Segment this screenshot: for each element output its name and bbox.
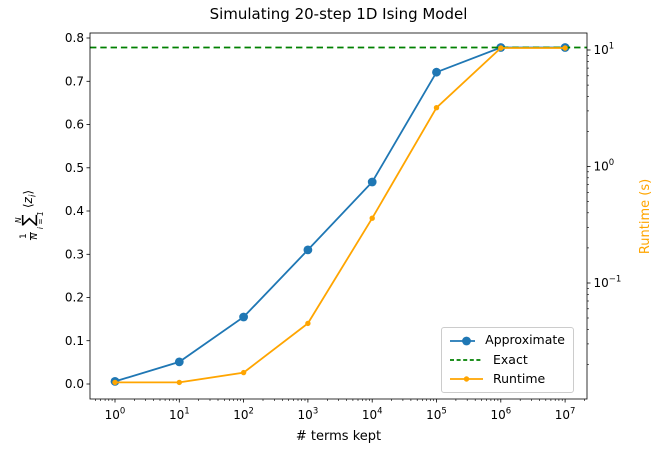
legend-label: Runtime — [493, 371, 546, 387]
svg-text:104: 104 — [362, 407, 383, 423]
legend-item-exact: Exact — [450, 351, 565, 367]
legend-item-runtime: Runtime — [450, 373, 565, 386]
legend-label: Exact — [493, 351, 528, 367]
chart-title: Simulating 20-step 1D Ising Model — [209, 5, 468, 23]
svg-text:105: 105 — [426, 407, 447, 423]
x-axis: 100 101 102 103 104 105 106 107 — [95, 399, 585, 423]
legend-sample-approximate — [450, 336, 476, 346]
legend: Approximate Exact Runtime — [441, 327, 574, 393]
svg-text:100: 100 — [594, 158, 615, 174]
svg-text:101: 101 — [169, 407, 190, 423]
svg-text:0.5: 0.5 — [65, 161, 84, 175]
legend-label: Approximate — [485, 332, 565, 348]
svg-text:0.6: 0.6 — [65, 118, 84, 132]
svg-text:107: 107 — [555, 407, 576, 423]
y-axis-right: 101 100 10−1 — [587, 42, 621, 365]
svg-text:0.3: 0.3 — [65, 248, 84, 262]
svg-text:106: 106 — [490, 407, 511, 423]
svg-text:0.7: 0.7 — [65, 75, 84, 89]
y-axis-left: 0.0 0.1 0.2 0.3 0.4 0.5 0.6 0.7 0.8 — [65, 31, 90, 391]
svg-text:10−1: 10−1 — [594, 275, 622, 291]
series-runtime — [112, 45, 568, 386]
svg-text:103: 103 — [298, 407, 319, 423]
svg-text:0.8: 0.8 — [65, 31, 84, 45]
legend-sample-runtime — [450, 376, 483, 383]
svg-text:101: 101 — [594, 42, 615, 58]
svg-text:100: 100 — [105, 407, 126, 423]
svg-text:102: 102 — [233, 407, 254, 423]
svg-text:0.1: 0.1 — [65, 334, 84, 348]
svg-text:0.4: 0.4 — [65, 204, 84, 218]
legend-sample-exact — [450, 359, 483, 361]
x-axis-label: # terms kept — [295, 429, 382, 444]
legend-item-approximate: Approximate — [450, 334, 565, 347]
svg-text:0.2: 0.2 — [65, 291, 84, 305]
svg-text:0.0: 0.0 — [65, 377, 84, 391]
